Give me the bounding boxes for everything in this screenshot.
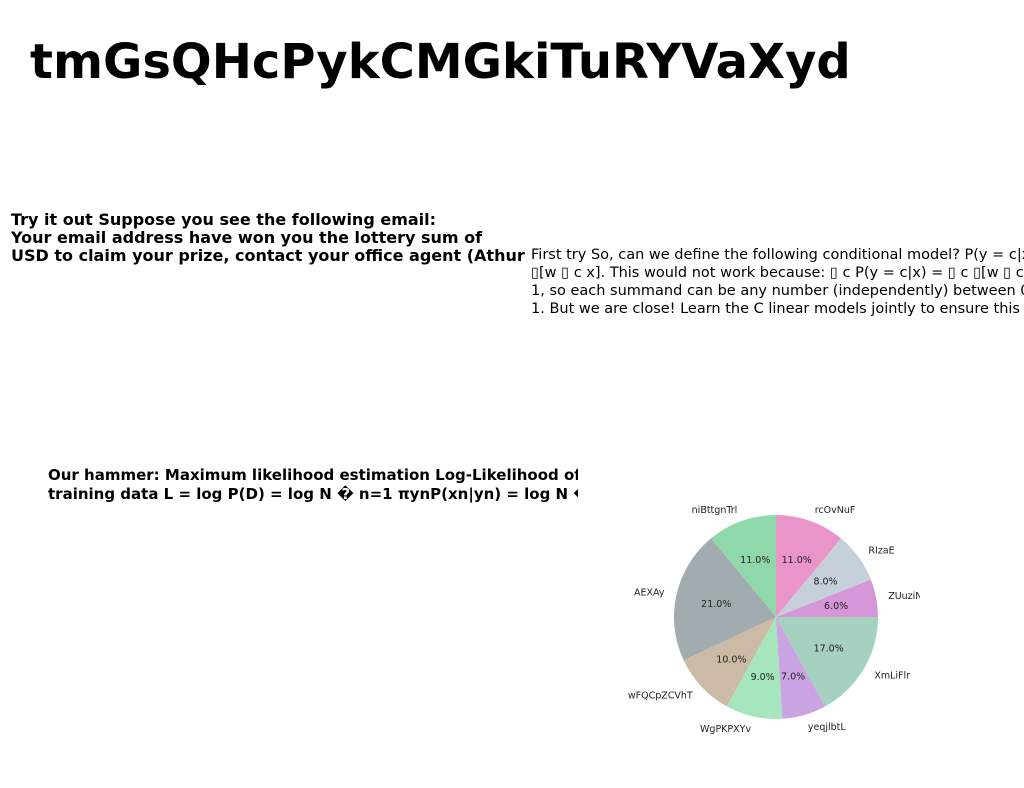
pie-category-label: XmLiFlr	[874, 671, 910, 682]
pie-slice-yeqjlbtL	[776, 617, 826, 719]
pie-slice-niBttgnTrl	[710, 515, 776, 617]
pie-slice-RIzaE	[776, 538, 871, 617]
mle-paragraph: Our hammer: Maximum likelihood estimatio…	[48, 466, 578, 504]
pie-pct-label: 10.0%	[716, 654, 746, 665]
pie-category-label: yeqjlbtL	[808, 722, 847, 733]
pie-category-label: WgPKPXYv	[700, 724, 751, 735]
pie-pct-label: 9.0%	[751, 672, 775, 683]
pie-category-label: RIzaE	[868, 545, 894, 556]
page-title: tmGsQHcPykCMGkiTuRYVaXyd	[30, 34, 851, 90]
pie-pct-label: 8.0%	[813, 577, 837, 588]
pie-pct-label: 11.0%	[782, 555, 812, 566]
pie-category-label: ZUuziN	[888, 591, 920, 602]
pie-slice-XmLiFlr	[776, 617, 878, 707]
pie-pct-label: 7.0%	[781, 671, 805, 682]
pie-category-label: AEXAy	[634, 588, 665, 599]
pie-pct-label: 21.0%	[701, 599, 731, 610]
model-line: 1. But we are close! Learn the C linear …	[531, 301, 1020, 317]
pie-pct-label: 6.0%	[824, 601, 848, 612]
mle-line: training data L = log P(D) = log N � n=1…	[48, 485, 578, 503]
pie-slice-ZUuziN	[776, 579, 878, 617]
email-line: USD to claim your prize, contact your of…	[11, 247, 525, 265]
conditional-model-paragraph: First try So, can we define the followin…	[531, 246, 1024, 318]
model-line: First try So, can we define the followin…	[531, 247, 1024, 263]
pie-slice-rcOvNuF	[776, 515, 842, 617]
pie-category-label: rcOvNuF	[815, 505, 856, 516]
pie-slice-AEXAy	[674, 538, 776, 661]
pie-category-label: wFQCpZCVhT	[628, 691, 693, 702]
pie-slice-WgPKPXYv	[726, 617, 783, 719]
pie-slice-wFQCpZCVhT	[683, 617, 776, 707]
email-line: Your email address have won you the lott…	[11, 229, 483, 247]
mle-line: Our hammer: Maximum likelihood estimatio…	[48, 466, 578, 484]
email-line: Try it out Suppose you see the following…	[11, 211, 437, 229]
pie-pct-label: 17.0%	[814, 644, 844, 655]
model-line: 1, so each summand can be any number (in…	[531, 283, 1024, 299]
pie-pct-label: 11.0%	[740, 555, 770, 566]
email-example-paragraph: Try it out Suppose you see the following…	[11, 211, 531, 265]
pie-chart: 11.0% niBttgnTrl 21.0% AEXAy 10.0% wFQCpZCVhT…	[628, 505, 920, 735]
pie-category-label: niBttgnTrl	[692, 505, 738, 516]
model-line: ▯[w ▯ c x]. This would not work because:…	[531, 265, 1024, 281]
